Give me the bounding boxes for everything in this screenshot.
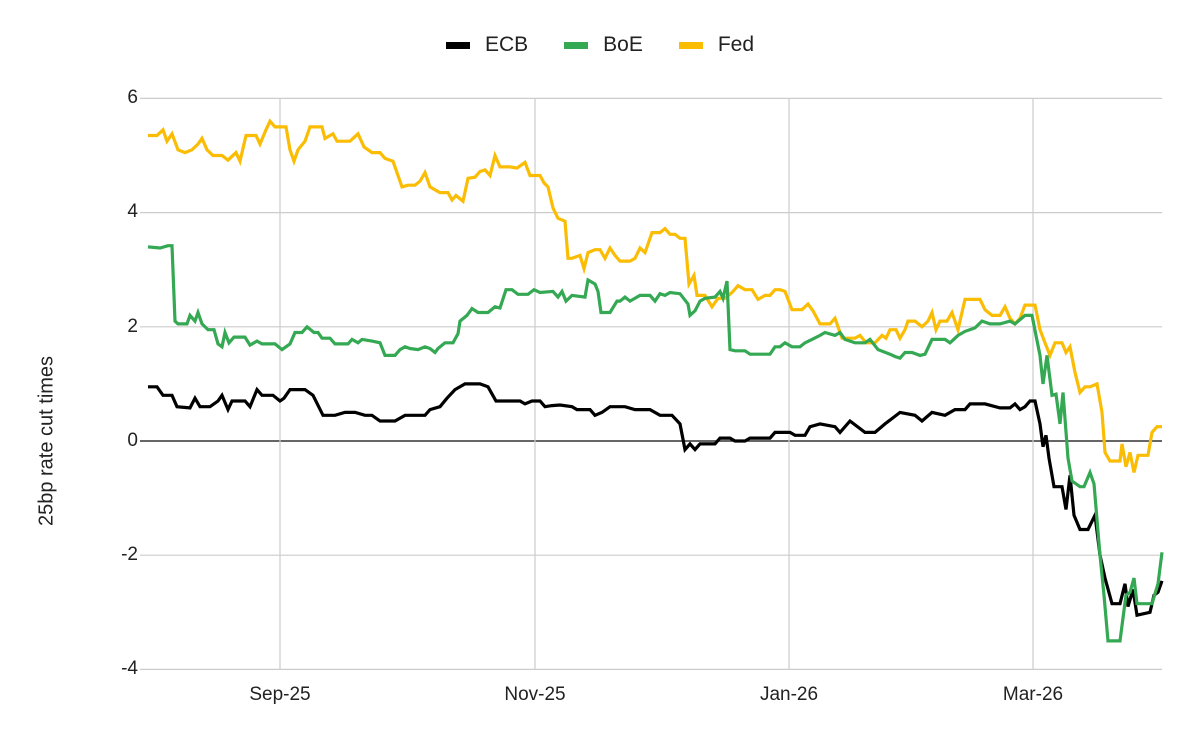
legend-swatch-ecb [445,41,470,49]
legend-swatch-fed [678,41,703,49]
x-tick-label: Nov-25 [504,684,566,705]
y-tick-label: 4 [127,201,138,222]
series-line-ecb[interactable] [148,382,1164,618]
legend-label-ecb: ECB [484,33,529,56]
series-line-fed[interactable] [148,118,1162,473]
x-tick-label: Sep-25 [249,684,311,705]
series-line-boe[interactable] [147,244,1164,643]
y-tick-label: 6 [127,87,138,108]
y-tick-label: -2 [121,544,138,565]
gridlines [140,97,1162,671]
legend-label-fed: Fed [717,33,755,56]
legend-item-boe[interactable]: BoE [564,33,643,57]
series-lines [147,118,1164,643]
y-tick-label: 2 [127,316,138,337]
legend-swatch-boe [564,41,589,49]
x-tick-label: Mar-26 [1002,684,1064,705]
chart-legend: ECB BoE Fed [0,33,1200,57]
legend-item-fed[interactable]: Fed [678,33,755,57]
legend-label-boe: BoE [603,33,643,56]
y-tick-label: -4 [121,658,138,679]
legend-item-ecb[interactable]: ECB [445,33,529,57]
y-tick-label: 0 [127,430,138,451]
x-tick-label: Jan-26 [759,684,819,705]
